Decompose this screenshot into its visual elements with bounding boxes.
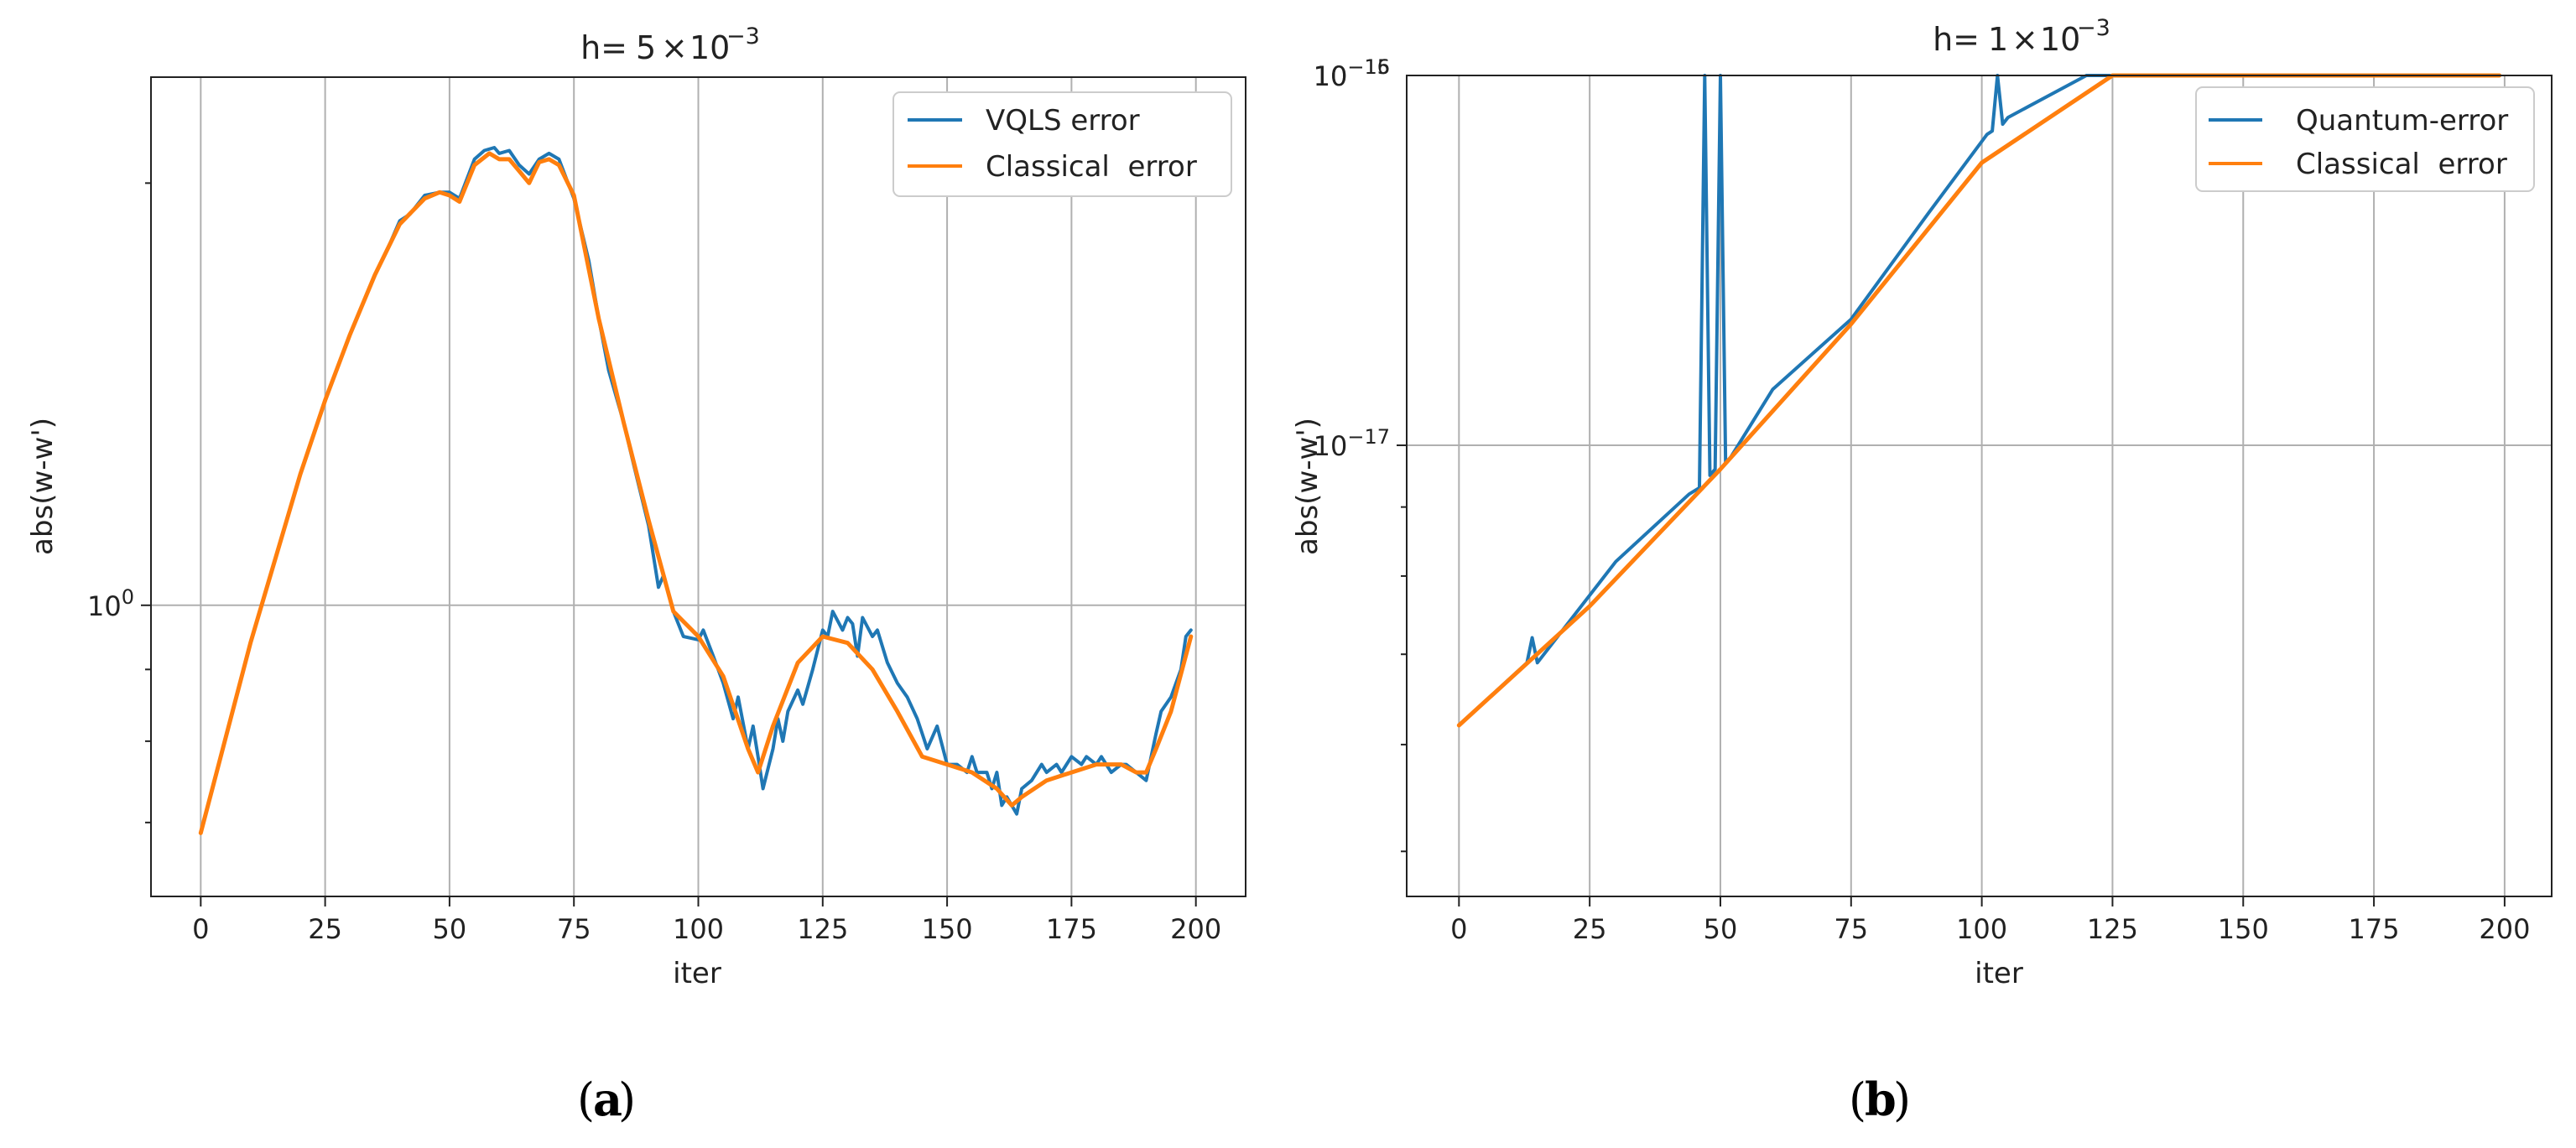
panel-a-ytick-label-0: 100 — [87, 585, 134, 622]
panel-b-title-times: × — [2011, 21, 2038, 58]
panel-a-title: h= 5 × 10 −3 — [580, 23, 760, 66]
panel-a-legend-box — [892, 91, 1232, 197]
panel-b-ytick-label-1: 10−16 — [1314, 55, 1390, 92]
panel-a-ticks: 0 25 50 75 100 125 150 175 200 100 — [87, 182, 1221, 945]
panel-b-title: h= 1 × 10 −3 — [1933, 15, 2110, 58]
panel-a-caption-letter: a — [593, 1073, 622, 1126]
panel-b-title-mantissa: 1 — [1988, 21, 2008, 58]
panel-a-ylabel: abs(w-w') — [26, 418, 60, 555]
panel-a-xtick-label-7: 175 — [1046, 913, 1097, 945]
panel-b-xtick-label-5: 125 — [2087, 913, 2138, 945]
panel-a-series-line-1 — [198, 151, 1194, 835]
panel-b-caption: ( b ) — [1849, 1073, 1911, 1126]
panel-b-title-base: 10 — [2040, 21, 2080, 58]
panel-a-legend-label-classical: Classical error — [986, 150, 1197, 184]
panel-b-xlabel: iter — [1975, 957, 2023, 990]
panel-a-title-base: 10 — [690, 29, 730, 66]
panel-b-title-prefix: h= — [1933, 21, 1980, 58]
panel-a-xtick-label-1: 25 — [308, 913, 342, 945]
panel-a-legend: VQLS error Classical error — [892, 91, 1232, 197]
panel-b-xtick-label-7: 175 — [2349, 913, 2400, 945]
panel-a-xtick-label-3: 75 — [557, 913, 591, 945]
panel-b-xtick-label-1: 25 — [1573, 913, 1607, 945]
panel-a-xtick-label-0: 0 — [192, 913, 209, 945]
panel-a-title-mantissa: 5 — [636, 29, 656, 66]
panel-b-title-exponent: −3 — [2077, 15, 2110, 41]
panel-b-xtick-label-0: 0 — [1450, 913, 1467, 945]
panel-a-caption-close: ) — [618, 1073, 636, 1126]
panel-a-xtick-label-8: 200 — [1170, 913, 1221, 945]
panel-b-ytick-label-2: 10−15 — [1314, 55, 1390, 92]
panel-a-xtick-label-6: 150 — [922, 913, 973, 945]
panel-b-xtick-label-8: 200 — [2479, 913, 2530, 945]
panel-a-xlabel: iter — [673, 957, 721, 990]
panel-b-ytick-label-0: 10−17 — [1314, 425, 1390, 462]
panel-b-legend-label-quantum: Quantum-error — [2296, 104, 2508, 138]
panel-a-series — [198, 146, 1194, 835]
panel-a-caption: ( a ) — [577, 1073, 636, 1126]
panel-a-series-line-0 — [199, 146, 1193, 835]
panel-a-legend-label-vqls: VQLS error — [986, 104, 1140, 138]
panel-a-caption-open: ( — [577, 1073, 595, 1126]
panel-a-xtick-label-4: 100 — [673, 913, 724, 945]
panel-b-xtick-label-3: 75 — [1834, 913, 1868, 945]
panel-a-grid — [151, 77, 1246, 896]
panel-b-grid — [1407, 75, 2552, 896]
panel-a-title-prefix: h= — [580, 29, 627, 66]
panel-b-xtick-label-2: 50 — [1704, 913, 1738, 945]
panel-b-ylabel: abs(w-w') — [1291, 418, 1324, 555]
panel-b-caption-letter: b — [1865, 1073, 1897, 1126]
panel-b-legend-box — [2195, 86, 2535, 192]
panel-b: h= 1 × 10 −3 0 25 50 75 100 125 150 175 200 10−17… — [1291, 15, 2553, 1126]
panel-b-legend-label-classical: Classical error — [2296, 148, 2507, 181]
panel-a-xtick-label-2: 50 — [433, 913, 467, 945]
panel-b-xtick-label-6: 150 — [2218, 913, 2269, 945]
panel-b-axes-frame — [1406, 75, 2553, 897]
panel-b-caption-close: ) — [1893, 1073, 1911, 1126]
panel-a-title-times: × — [661, 29, 688, 66]
panel-b-legend: Quantum-error Classical error — [2195, 86, 2535, 192]
panel-a-title-exponent: −3 — [726, 23, 760, 49]
panel-b-xtick-label-4: 100 — [1956, 913, 2007, 945]
panel-b-caption-open: ( — [1849, 1073, 1866, 1126]
panel-a: h= 5 × 10 −3 0 25 50 75 100 125 150 175 200 100 i… — [26, 23, 1246, 1126]
panel-a-xtick-label-5: 125 — [797, 913, 848, 945]
